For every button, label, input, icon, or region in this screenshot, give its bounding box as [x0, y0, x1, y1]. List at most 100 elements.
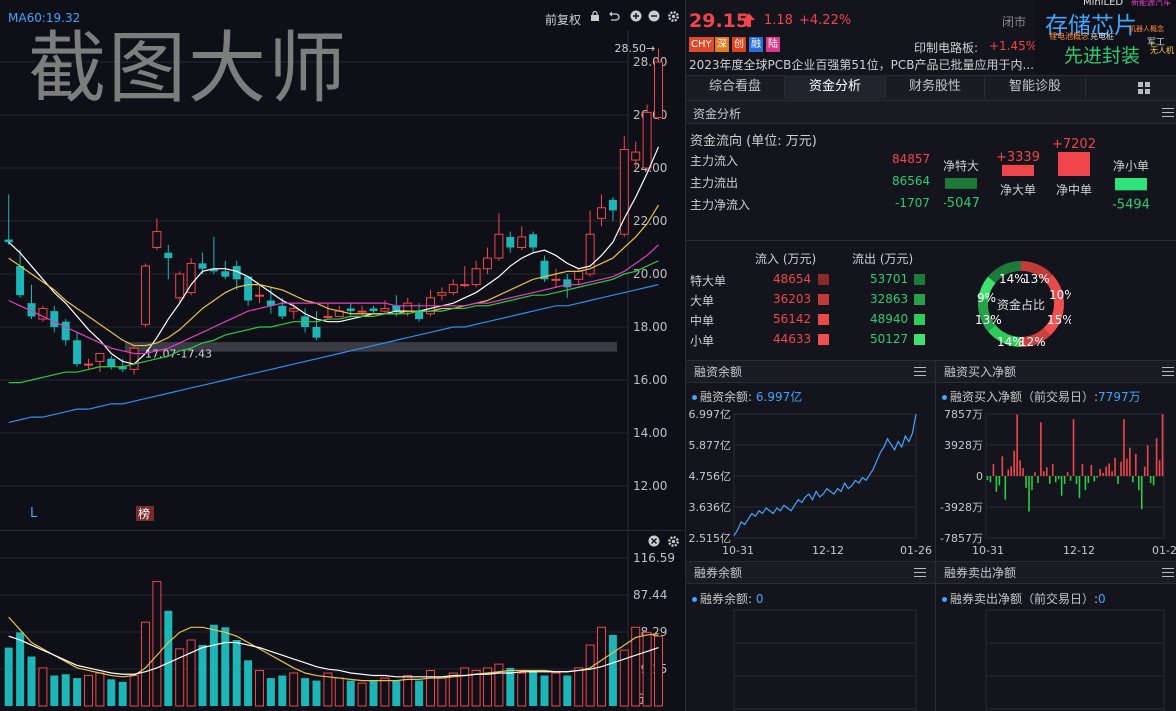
- tab-bar: [686, 75, 1176, 101]
- tab-expand-icon[interactable]: [1138, 82, 1150, 97]
- last-price: 29.15: [689, 10, 750, 32]
- volume-bar: [403, 675, 413, 707]
- fund-section-header: [686, 101, 1176, 124]
- volume-bar: [175, 648, 185, 707]
- short-balance-title: 融券余额: [694, 566, 743, 580]
- volume-bar: [198, 645, 207, 706]
- settings-gear-icon[interactable]: [667, 10, 680, 26]
- short-sell-chart[interactable]: [936, 606, 1176, 711]
- donut-pct-label: 13%: [975, 313, 1002, 327]
- candle-body: [186, 262, 196, 294]
- lock-icon[interactable]: [590, 10, 600, 21]
- mb-x-tick: 10-31: [722, 544, 754, 557]
- zoom-in-icon[interactable]: [630, 10, 642, 25]
- donut-pct-label: 15%: [1047, 313, 1071, 327]
- concept-tag-small[interactable]: 军工: [1147, 38, 1166, 48]
- short-sell-menu-icon[interactable]: [1162, 568, 1174, 577]
- inflow-header: 流入 (万元): [755, 252, 817, 266]
- market-tag[interactable]: CHY: [689, 37, 714, 52]
- volume-close-icon[interactable]: [648, 535, 660, 550]
- y-axis-tick: 16.00: [633, 373, 667, 387]
- concept-tag-small[interactable]: 充电桩: [1090, 32, 1114, 41]
- candle-body: [289, 307, 299, 312]
- candle-body: [403, 302, 413, 312]
- margin-balance-menu-icon[interactable]: [914, 367, 926, 376]
- volume-bar: [129, 675, 139, 707]
- candle-body: [380, 307, 390, 312]
- volume-bar: [4, 647, 13, 706]
- volume-settings-icon[interactable]: [667, 535, 680, 551]
- market-tag[interactable]: 深: [715, 37, 729, 52]
- mbuy-y-tick: -7857万: [940, 532, 983, 545]
- net-flow-bars: 净特大 -5047 +3339 净大单 +7202 净中单 净小单 -5494: [944, 137, 1150, 212]
- market-tag[interactable]: 创: [732, 37, 746, 52]
- concept-tag-big[interactable]: 存储芯片: [1045, 13, 1137, 39]
- concept-tag-small[interactable]: 无人机: [1150, 46, 1174, 55]
- candle-body: [95, 353, 105, 362]
- main-netflow-value: -1707: [895, 196, 930, 210]
- tab-overview[interactable]: 综合看盘: [686, 75, 785, 99]
- candle-body: [50, 311, 59, 327]
- candle-body: [460, 284, 470, 287]
- volume-bar: [460, 667, 470, 707]
- concept-tag-small[interactable]: 机器人概念: [1129, 25, 1164, 33]
- candle-body: [506, 236, 515, 248]
- mb-y-tick: 5.877亿: [689, 439, 732, 452]
- fund-menu-icon[interactable]: [1162, 108, 1174, 117]
- ma60-text: MA60:: [8, 11, 46, 25]
- volume-bar: [551, 672, 561, 707]
- volume-bar: [232, 639, 241, 706]
- sector-label[interactable]: 印制电路板:: [914, 41, 979, 55]
- outflow-header: 流出 (万元): [852, 252, 914, 266]
- candle-body: [107, 358, 116, 367]
- volume-bar: [16, 632, 25, 706]
- tab-smart-diagnosis[interactable]: 智能诊股: [985, 75, 1086, 99]
- candle-body: [73, 340, 82, 365]
- donut-segment: [1043, 298, 1064, 336]
- candle-body: [232, 266, 241, 280]
- mbuy-frame: [985, 413, 1165, 539]
- candle-body: [471, 268, 481, 286]
- volume-bar: [50, 675, 59, 706]
- volume-bar: [380, 677, 390, 707]
- candle-body: [152, 231, 162, 249]
- tab-fund-analysis[interactable]: 资金分析: [785, 75, 886, 99]
- candle-body: [574, 270, 584, 280]
- vol-y-tick: 87.44: [633, 588, 667, 602]
- candle-body: [540, 260, 549, 280]
- concept-tag-big[interactable]: 先进封装: [1064, 45, 1141, 67]
- flow-row-outflow: 32863: [870, 292, 909, 306]
- market-tag[interactable]: 陆: [766, 37, 780, 52]
- candle-body: [198, 263, 207, 269]
- concept-tag-small[interactable]: 新能源汽车: [1131, 0, 1171, 7]
- net-flow-value: +3339: [996, 150, 1040, 165]
- mb-line: [733, 413, 917, 536]
- concept-tag-small[interactable]: MiniLED: [1083, 0, 1124, 8]
- candle-body: [585, 233, 595, 275]
- margin-buy-menu-icon[interactable]: [1162, 367, 1174, 376]
- short-balance-chart[interactable]: [686, 606, 935, 711]
- undo-icon[interactable]: [608, 11, 620, 25]
- tab-financials[interactable]: 财务股性: [886, 75, 985, 99]
- market-tag[interactable]: 融: [749, 37, 763, 52]
- flow-row-outflow-swatch: [914, 314, 925, 325]
- donut-segment: [978, 298, 996, 332]
- donut-segment: [987, 324, 1022, 347]
- concept-word-cloud[interactable]: MiniLED 新能源汽车 存储芯片 锂电池概念 充电桩 机器人概念 军工 先进…: [1035, 0, 1176, 74]
- concept-tag-small[interactable]: 锂电池概念: [1049, 32, 1089, 41]
- kline-panel[interactable]: MA60:19.32 前复权 28.0026.0024.0022.0020.00…: [0, 0, 685, 711]
- restore-button[interactable]: 前复权: [545, 13, 582, 27]
- donut-pct-label: 14%: [997, 335, 1024, 349]
- short-balance-menu-icon[interactable]: [914, 568, 926, 577]
- volume-bar: [221, 627, 230, 706]
- candle-body: [255, 294, 264, 297]
- volume-bar: [266, 678, 275, 706]
- volume-bar: [483, 667, 492, 707]
- flow-row-outflow-swatch: [914, 294, 925, 305]
- news-line[interactable]: 2023年度全球PCB企业百强第51位，PCB产品已批量应用于内...: [689, 58, 1034, 72]
- zoom-out-icon[interactable]: [648, 10, 660, 25]
- kline-chart[interactable]: 28.0026.0024.0022.0020.0018.0016.0014.00…: [0, 0, 685, 530]
